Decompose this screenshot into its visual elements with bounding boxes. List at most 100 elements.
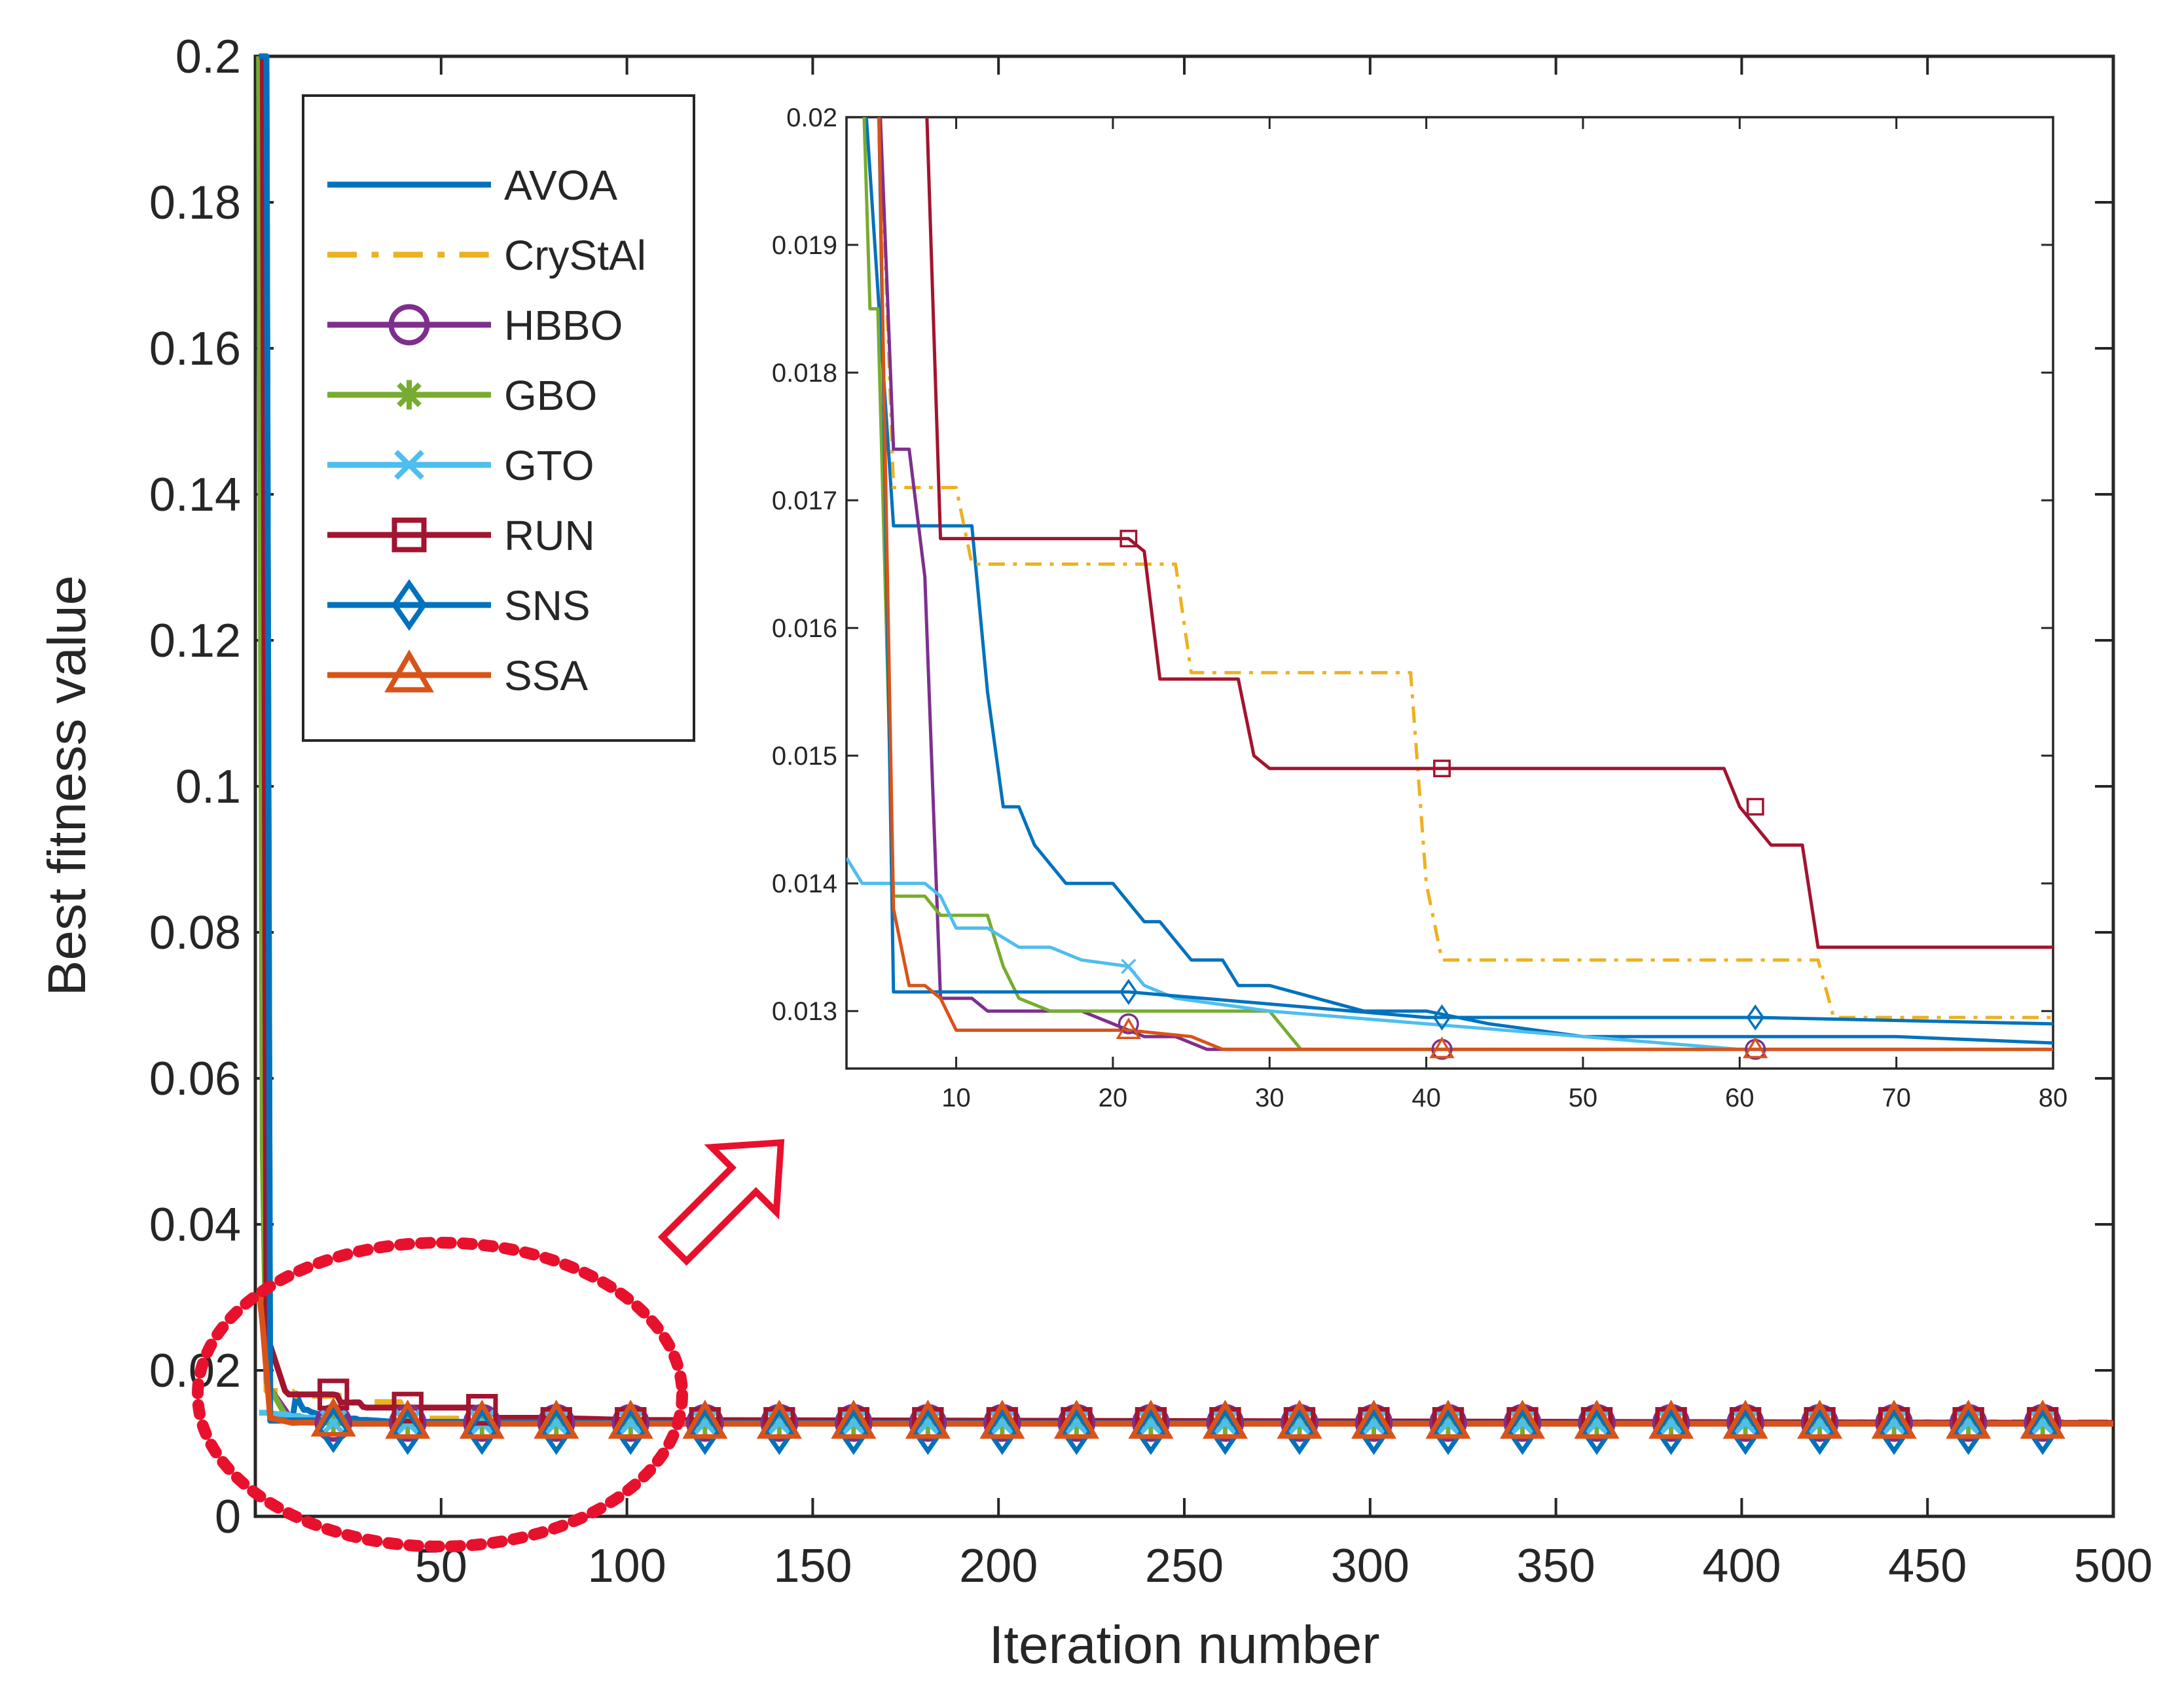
inset-x-tick-label: 10 [941, 1084, 971, 1112]
y-tick-label: 0 [215, 1491, 241, 1543]
main-marker-sns [688, 1408, 721, 1455]
y-tick-label: 0.18 [149, 177, 241, 229]
inset-y-tick-label: 0.016 [772, 614, 837, 643]
legend-label: AVOA [504, 162, 617, 209]
inset-line-ssa [877, 117, 2053, 1052]
zoom-arrow [657, 1139, 785, 1266]
inset-marker-run [1119, 530, 1138, 548]
inset-plot-area [845, 116, 2054, 1070]
main-axis-ticks: 50 100 150 200 250 300 350 400 450 500 0 0.02 0.04 0.… [149, 31, 2153, 1592]
main-marker-sns [911, 1408, 945, 1455]
legend-label: CryStAl [504, 232, 646, 279]
main-marker-sns [465, 1408, 499, 1455]
main-marker-ssa [459, 1399, 505, 1439]
inset-y-tick-label: 0.014 [772, 869, 837, 898]
y-tick-label: 0.08 [149, 907, 241, 959]
inset-marker-run [1746, 797, 1764, 816]
main-marker-ssa [979, 1399, 1025, 1439]
main-marker-sns [1878, 1408, 1911, 1455]
main-marker-ssa [385, 1399, 431, 1439]
main-marker-ssa [682, 1399, 728, 1439]
main-marker-sns [985, 1408, 1019, 1455]
legend-marker-hbbo [388, 304, 430, 346]
inset-line-cryst​al [878, 117, 2053, 1019]
main-marker-sns [317, 1406, 350, 1454]
main-marker-sns [1654, 1408, 1688, 1455]
inset-line-avoa [864, 117, 2053, 1045]
main-marker-sns [614, 1408, 647, 1455]
legend-item-ssa: SSA [327, 649, 588, 699]
x-tick-label: 500 [2074, 1540, 2153, 1592]
inset-marker-run [1433, 759, 1451, 778]
inset-marker-sns [1119, 979, 1138, 1005]
x-tick-label: 400 [1702, 1540, 1781, 1592]
x-axis-label: Iteration number [989, 1615, 1379, 1675]
main-marker-ssa [608, 1399, 653, 1439]
main-marker-sns [837, 1408, 870, 1455]
x-tick-label: 250 [1145, 1540, 1224, 1592]
legend-marker-sns [391, 579, 428, 631]
inset-markers [1116, 530, 1768, 1060]
main-marker-run [466, 1394, 498, 1426]
x-tick-label: 100 [588, 1540, 666, 1592]
legend-item-avoa: AVOA [327, 162, 617, 209]
legend-item-cryst​al: CryStAl [327, 232, 646, 279]
main-marker-sns [1283, 1408, 1316, 1455]
main-markers [310, 1378, 2066, 1455]
inset-y-tick-label: 0.018 [772, 359, 837, 388]
main-marker-ssa [1425, 1399, 1471, 1439]
x-tick-label: 450 [1888, 1540, 1967, 1592]
inset-y-tick-label: 0.013 [772, 997, 837, 1026]
legend: AVOA CryStAl HBBO GBO GTO RUN SNS SSA [302, 94, 695, 742]
legend-marker-gbo [394, 380, 424, 410]
x-tick-label: 350 [1517, 1540, 1595, 1592]
main-marker-ssa [1277, 1399, 1322, 1439]
main-marker-sns [1952, 1408, 1985, 1455]
main-marker-ssa [1871, 1399, 1917, 1439]
legend-label: SSA [504, 652, 588, 699]
main-marker-sns [391, 1408, 424, 1455]
legend-label: HBBO [504, 302, 623, 349]
x-tick-label: 200 [959, 1540, 1038, 1592]
inset-marker-ssa [1743, 1036, 1768, 1059]
main-marker-ssa [1499, 1399, 1546, 1439]
inset-y-tick-label: 0.019 [772, 231, 837, 260]
inset-x-tick-label: 80 [2039, 1084, 2068, 1112]
inset-marker-gto [1121, 959, 1137, 974]
y-tick-label: 0.16 [149, 323, 241, 375]
inset-x-tick-label: 60 [1725, 1084, 1755, 1112]
y-tick-label: 0.14 [149, 469, 241, 521]
inset-x-tick-label: 70 [1882, 1084, 1911, 1112]
main-marker-ssa [1722, 1399, 1768, 1439]
main-marker-ssa [756, 1399, 802, 1439]
legend-marker-gto [394, 450, 424, 480]
main-marker-ssa [831, 1399, 877, 1439]
inset-marker-sns [1746, 1004, 1765, 1031]
legend-label: SNS [504, 582, 591, 629]
main-marker-sns [1357, 1408, 1391, 1455]
inset-marker-sns [1432, 1004, 1451, 1031]
main-marker-sns [1729, 1408, 1762, 1455]
main-marker-ssa [1053, 1399, 1099, 1439]
legend-item-gto: GTO [327, 442, 594, 489]
inset-y-tick-label: 0.017 [772, 486, 837, 515]
inset-x-tick-label: 50 [1569, 1084, 1598, 1112]
main-marker-ssa [905, 1399, 951, 1439]
main-marker-ssa [1574, 1399, 1620, 1439]
legend-item-sns: SNS [327, 579, 591, 631]
legend-item-hbbo: HBBO [327, 302, 623, 349]
main-marker-ssa [1648, 1399, 1694, 1439]
main-marker-ssa [1202, 1399, 1248, 1439]
legend-item-gbo: GBO [327, 372, 597, 419]
inset-marker-hbbo [1118, 1013, 1139, 1034]
main-marker-ssa [310, 1397, 356, 1437]
legend-marker-ssa [384, 649, 434, 693]
y-tick-label: 0.12 [149, 615, 241, 667]
main-marker-sns [539, 1408, 573, 1455]
main-marker-sns [1432, 1408, 1465, 1455]
main-marker-ssa [1797, 1399, 1843, 1439]
main-marker-sns [1580, 1408, 1613, 1455]
main-marker-ssa [2020, 1399, 2066, 1439]
legend-label: RUN [504, 512, 595, 559]
